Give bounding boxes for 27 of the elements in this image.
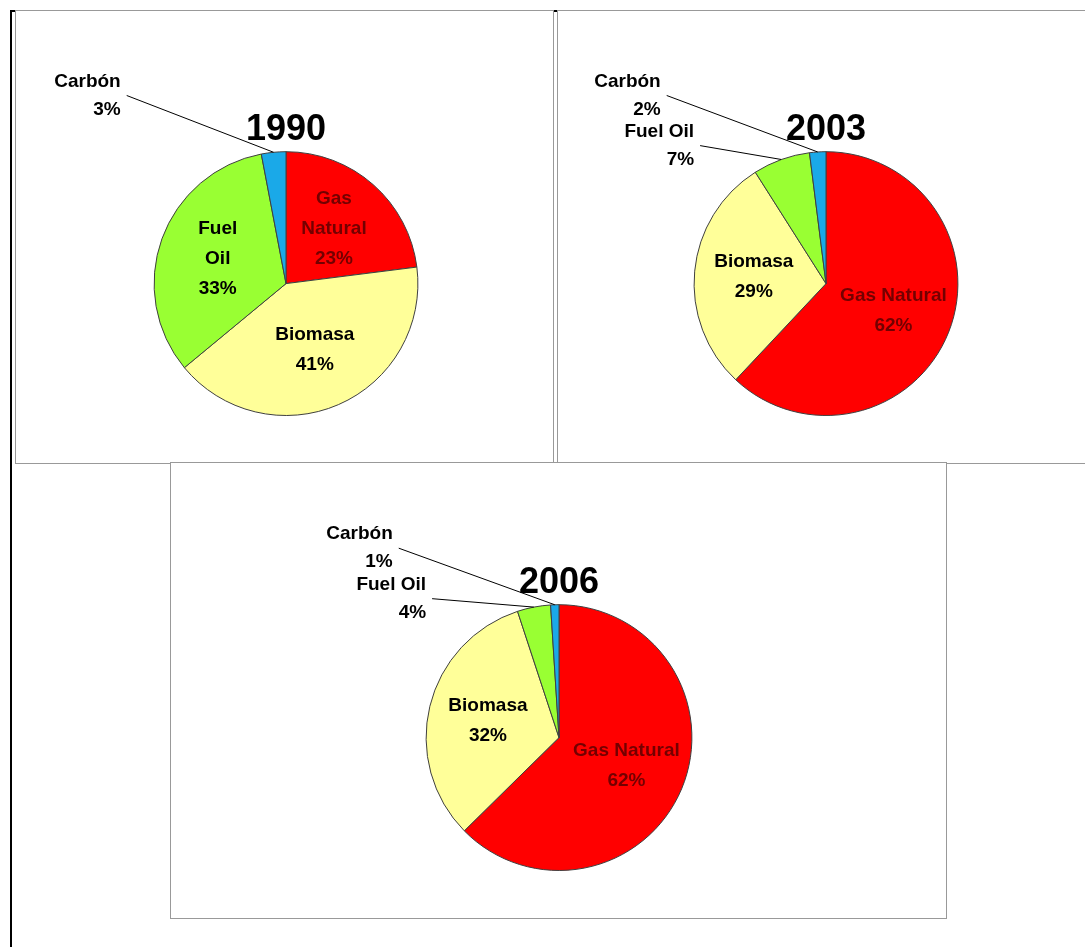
data-label: 32% (468, 723, 508, 745)
data-label: 41% (295, 353, 334, 375)
slice-label: Gas Natural (301, 187, 367, 239)
slice-label: Gas Natural (840, 283, 947, 305)
slice-label: Fuel Oil (198, 217, 238, 269)
slice-label: Biomasa (448, 693, 528, 715)
slice-label: Fuel Oil (624, 119, 695, 141)
data-label: 62% (607, 769, 646, 791)
data-label: 62% (874, 313, 913, 335)
data-label: 23% (314, 247, 354, 269)
data-label: 33% (198, 277, 237, 299)
data-label: 29% (734, 280, 773, 302)
data-label: 2% (633, 97, 661, 119)
data-label: 7% (666, 147, 695, 169)
slice-label: Biomasa (714, 250, 794, 272)
slice-label: Biomasa (275, 323, 355, 345)
text: 2006 (518, 559, 600, 601)
data-label: 1% (365, 550, 393, 572)
data-label: 4% (398, 600, 427, 622)
slice-label: Carbón (326, 522, 393, 544)
text: 1990 (245, 106, 327, 148)
data-label: 3% (93, 97, 121, 119)
slice-label: Carbón (54, 69, 121, 91)
slice-label: Carbón (594, 69, 661, 91)
slice-label: Gas Natural (573, 739, 680, 761)
text: 2003 (785, 106, 867, 148)
slice-label: Fuel Oil (356, 572, 427, 594)
